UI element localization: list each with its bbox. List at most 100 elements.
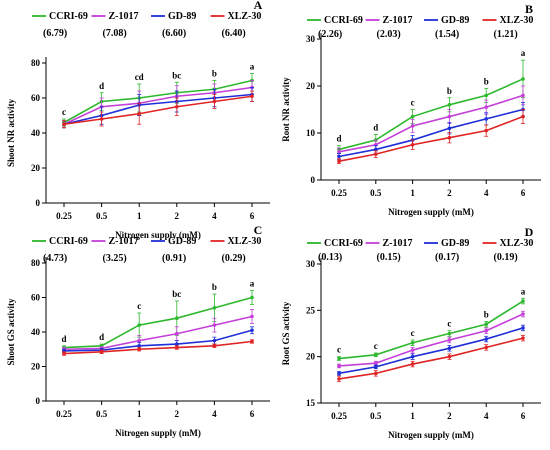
chart-panel-B: 0 10 20 30 0.25 0.5 1 2 4 6 Nitrogen supply (mM) Ro… (281, 2, 541, 217)
series-CCRI-69 (337, 59, 525, 154)
x-tick-label: 2 (447, 411, 452, 421)
significance-letter: a (521, 48, 526, 58)
data-point (521, 336, 525, 340)
data-point (410, 142, 415, 147)
x-tick-label: 1 (410, 188, 415, 198)
data-point (484, 328, 489, 333)
significance-letter: c (447, 319, 451, 329)
series-line (338, 78, 524, 151)
legend-value: (6.40) (222, 28, 246, 39)
y-tick-label: 25 (306, 305, 316, 315)
legend-name: GD-89 (441, 238, 469, 249)
significance-letter: c (411, 98, 415, 108)
significance-letter: d (336, 134, 341, 144)
y-tick-label: 20 (306, 352, 316, 362)
series-XLZ-30 (62, 339, 254, 356)
x-axis-title: Nitrogen supply (mM) (115, 428, 201, 438)
series-XLZ-30 (337, 109, 525, 164)
legend-name: XLZ-30 (500, 15, 534, 26)
data-point (337, 377, 341, 381)
x-tick-label: 4 (484, 188, 489, 198)
legend-name: CCRI-69 (49, 11, 88, 22)
significance-letter: c (62, 107, 66, 117)
series-GD-89 (337, 324, 525, 376)
data-point (484, 345, 489, 350)
series-XLZ-30 (337, 334, 525, 383)
x-tick-label: 2 (175, 409, 180, 419)
significance-letter: b (484, 76, 489, 86)
x-tick-label: 0.25 (331, 411, 347, 421)
legend-value: (1.21) (494, 29, 518, 40)
data-point (447, 331, 452, 336)
significance-letter: b (212, 69, 217, 79)
y-tick-label: 20 (31, 362, 41, 372)
significance-letter: d (373, 122, 378, 132)
data-point (521, 114, 525, 119)
legend-value: (7.08) (103, 28, 127, 39)
data-point (521, 312, 525, 316)
data-point (250, 295, 254, 300)
x-tick-label: 0.5 (370, 411, 382, 421)
data-point (410, 114, 415, 119)
data-point (337, 154, 341, 159)
x-tick-label: 1 (137, 409, 142, 419)
x-tick-label: 0.25 (56, 409, 72, 419)
data-point (484, 117, 489, 121)
series-line (63, 86, 253, 125)
series-line (338, 115, 524, 162)
y-tick-label: 60 (31, 93, 41, 103)
significance-letter: bc (172, 289, 181, 299)
x-tick-label: 2 (175, 211, 180, 221)
data-point (447, 135, 452, 140)
x-tick-label: 4 (212, 211, 217, 221)
y-tick-label: 0 (311, 175, 316, 185)
x-tick-label: 0.5 (370, 188, 382, 198)
significance-letter: a (250, 62, 255, 72)
data-point (175, 342, 179, 346)
legend-name: GD-89 (168, 236, 196, 247)
legend-name: GD-89 (168, 11, 196, 22)
series-line (338, 337, 524, 380)
data-point (521, 299, 525, 303)
data-point (521, 326, 525, 330)
x-tick-label: 0.5 (96, 211, 108, 221)
y-tick-label: 10 (306, 128, 316, 138)
x-tick-label: 1 (137, 211, 142, 221)
data-point (521, 77, 525, 81)
legend-value: (0.13) (318, 252, 342, 263)
data-point (137, 111, 141, 116)
x-tick-label: 2 (447, 188, 452, 198)
y-tick-label: 0 (36, 396, 41, 406)
series-line (63, 315, 253, 351)
series-line (63, 329, 253, 352)
legend-value: (0.91) (162, 253, 186, 264)
chart-panel-C: 0 20 40 60 80 0.25 0.5 1 2 4 6 Nitrogen supply (mM)… (6, 223, 270, 438)
x-tick-label: 1 (410, 411, 415, 421)
data-point (250, 328, 254, 333)
y-axis-title: Shoot NR activity (6, 99, 16, 167)
x-tick-label: 6 (250, 409, 255, 419)
series-line (63, 296, 253, 349)
data-point (521, 93, 525, 98)
significance-letter: c (411, 328, 415, 338)
data-point (410, 124, 415, 128)
data-point (447, 354, 452, 359)
y-axis-title: Shoot GS activity (6, 298, 16, 366)
y-tick-label: 30 (306, 259, 316, 269)
legend-name: XLZ-30 (228, 11, 262, 22)
y-tick-label: 30 (306, 34, 316, 44)
data-point (175, 316, 179, 321)
data-point (137, 338, 141, 343)
x-tick-label: 6 (521, 188, 526, 198)
legend-name: Z-1017 (109, 11, 139, 22)
y-tick-label: 15 (306, 398, 316, 408)
significance-letter: a (521, 286, 526, 296)
series-line (63, 95, 253, 126)
series-GD-89 (337, 102, 525, 160)
data-point (337, 364, 341, 368)
data-point (99, 350, 104, 354)
y-tick-label: 80 (31, 258, 41, 268)
data-point (99, 117, 104, 121)
data-point (447, 126, 452, 131)
significance-letter: a (250, 279, 255, 289)
